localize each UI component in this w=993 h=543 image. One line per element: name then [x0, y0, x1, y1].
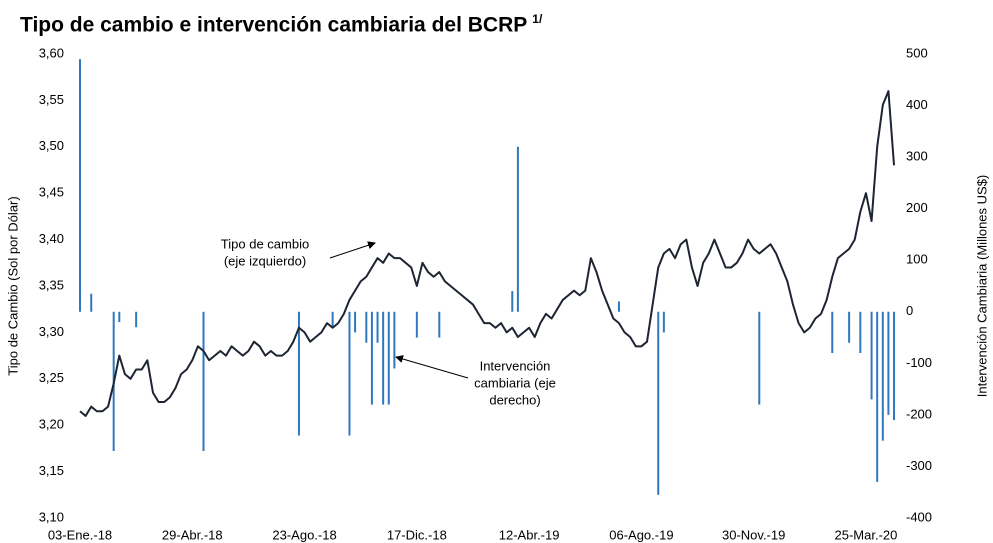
- y-tick-label: 3,10: [39, 509, 64, 524]
- y2-tick-label: 500: [906, 45, 928, 60]
- y-axis-title: Tipo de Cambio (Sol por Dólar): [5, 196, 20, 375]
- annotation: Intervención: [480, 358, 551, 373]
- bar: [893, 311, 896, 421]
- x-tick-label: 06-Ago.-19: [609, 527, 673, 542]
- annotation-arrow: [395, 355, 469, 379]
- y2-tick-label: -100: [906, 355, 932, 370]
- y-tick-label: 3,25: [39, 370, 64, 385]
- y-tick-label: 3,55: [39, 92, 64, 107]
- y-tick-label: 3,20: [39, 417, 64, 432]
- line: [79, 90, 896, 417]
- bar: [202, 311, 205, 451]
- title-note: 1/: [532, 12, 543, 26]
- bar: [365, 311, 368, 343]
- bar: [758, 311, 761, 405]
- y-tick-label: 3,40: [39, 231, 64, 246]
- bar: [370, 311, 373, 405]
- bar: [887, 311, 890, 415]
- x-tick-label: 30-Nov.-19: [722, 527, 785, 542]
- bar: [387, 311, 390, 405]
- y2-tick-label: 300: [906, 149, 928, 164]
- x-tick-label: 23-Ago.-18: [272, 527, 336, 542]
- bar: [118, 311, 121, 323]
- y2-tick-label: -200: [906, 406, 932, 421]
- y2-tick-label: -400: [906, 509, 932, 524]
- x-tick-label: 17-Dic.-18: [387, 527, 447, 542]
- y-tick-label: 3,35: [39, 277, 64, 292]
- bar: [881, 311, 884, 441]
- y2-tick-label: 0: [906, 303, 913, 318]
- bar: [382, 311, 385, 405]
- bar: [831, 311, 834, 354]
- bar: [90, 293, 93, 312]
- bar: [657, 311, 660, 495]
- bar: [348, 311, 351, 436]
- bar: [516, 146, 519, 312]
- bar: [354, 311, 357, 333]
- bar: [859, 311, 862, 354]
- bar: [135, 311, 138, 328]
- annotation: derecho): [489, 392, 540, 407]
- bar: [393, 311, 396, 369]
- y-tick-label: 3,30: [39, 324, 64, 339]
- bar: [870, 311, 873, 400]
- bar: [79, 59, 81, 312]
- y2-tick-label: 200: [906, 200, 928, 215]
- annotation: Tipo de cambio: [221, 236, 309, 251]
- bar: [415, 311, 418, 338]
- bar: [617, 301, 620, 312]
- y2-tick-label: -300: [906, 458, 932, 473]
- y-tick-label: 3,60: [39, 45, 64, 60]
- x-tick-label: 03-Ene.-18: [48, 527, 112, 542]
- bar: [331, 311, 334, 328]
- x-tick-label: 25-Mar.-20: [835, 527, 898, 542]
- annotation: cambiaria (eje: [474, 375, 556, 390]
- y2-axis-title: Intervención Cambiaria (Millones US$): [974, 175, 989, 398]
- bar: [662, 311, 665, 333]
- annotation: (eje izquierdo): [224, 253, 306, 268]
- bar: [438, 311, 441, 338]
- y2-tick-label: 400: [906, 97, 928, 112]
- chart-title: Tipo de cambio e intervención cambiaria …: [20, 14, 527, 37]
- x-tick-label: 29-Abr.-18: [162, 527, 223, 542]
- y-tick-label: 3,15: [39, 463, 64, 478]
- y2-tick-label: 100: [906, 252, 928, 267]
- bar: [876, 311, 879, 482]
- annotation-arrow: [329, 241, 376, 259]
- x-tick-label: 12-Abr.-19: [499, 527, 560, 542]
- bar: [297, 311, 300, 436]
- bar: [376, 311, 379, 343]
- y-tick-label: 3,50: [39, 138, 64, 153]
- bar: [511, 291, 514, 312]
- bar: [848, 311, 851, 343]
- y-tick-label: 3,45: [39, 185, 64, 200]
